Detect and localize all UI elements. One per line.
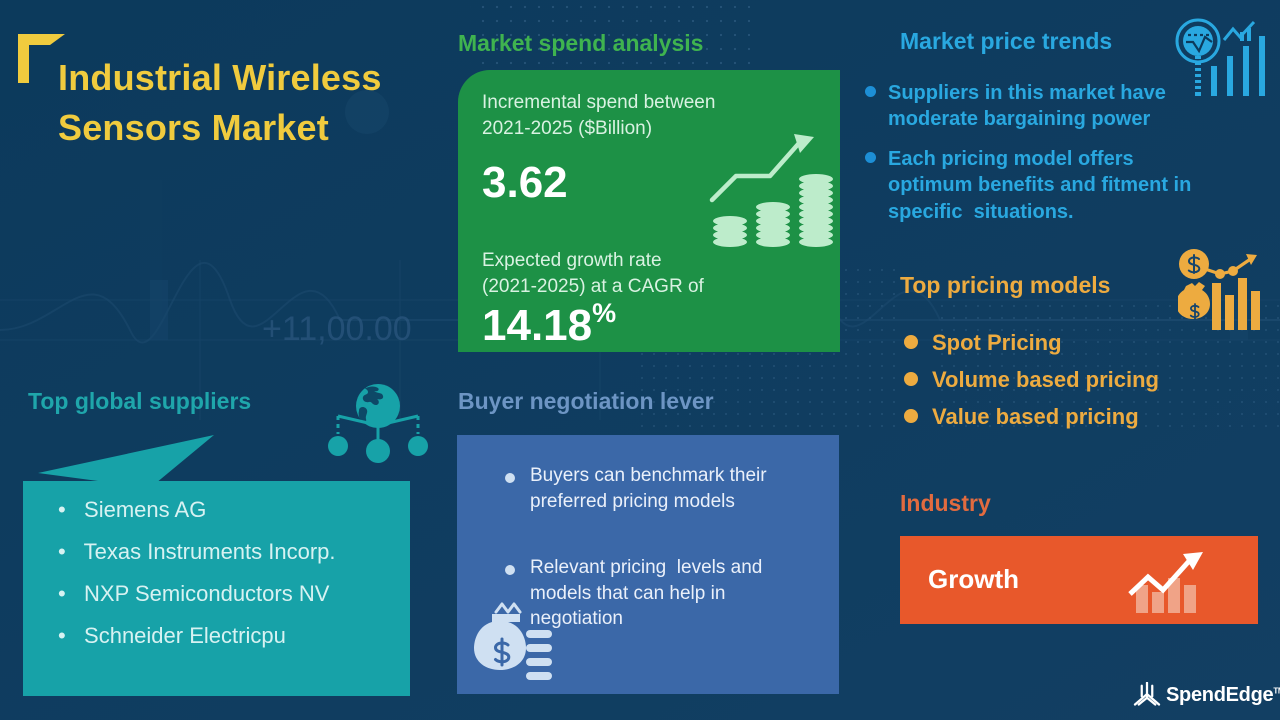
svg-text:+11,00.00: +11,00.00 [262, 310, 412, 348]
